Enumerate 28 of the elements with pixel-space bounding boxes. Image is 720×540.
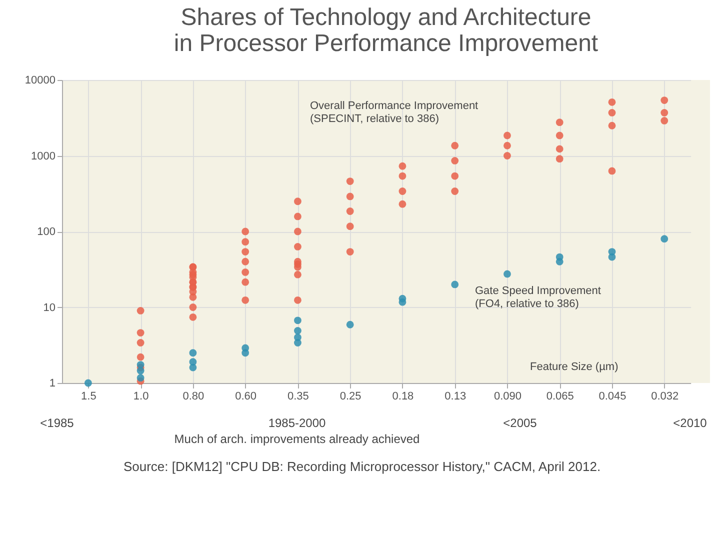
x-tick-label: 0.25 — [340, 390, 362, 402]
x-tick-label: 0.35 — [288, 390, 309, 402]
x-tick-label: 0.18 — [392, 390, 414, 402]
y-tick-label: 1000 — [31, 150, 56, 162]
text: <2010 — [673, 416, 708, 430]
text: <2005 — [503, 416, 538, 430]
x-axis-title: Feature Size (µm) — [530, 361, 618, 373]
text: 1985-2000 — [268, 416, 326, 430]
y-tick-label: 100 — [37, 226, 56, 238]
y-tick-label: 10 — [43, 302, 56, 314]
series-label: Gate Speed Improvement (FO4, relative to 386) — [475, 285, 601, 310]
text: Shares of Technology and Architecture — [180, 4, 592, 31]
text: Much of arch. improvements already achieved — [174, 432, 420, 446]
x-tick-label: 0.065 — [546, 390, 574, 402]
x-tick-label: 0.80 — [182, 390, 204, 402]
text: <1985 — [40, 416, 74, 430]
x-tick-label: 1.0 — [133, 390, 149, 402]
text: in Processor Performance Improvement — [174, 30, 598, 57]
source-note: Source: [DKM12] "CPU DB: Recording Microprocessor History," CACM, April 2012. — [123, 459, 601, 474]
x-tick-label: 0.090 — [494, 390, 522, 402]
y-tick-label: 10000 — [24, 74, 56, 86]
x-tick-label: 0.045 — [598, 390, 626, 402]
x-tick-label: 0.60 — [235, 390, 257, 402]
text: Overall Performance Improvement (SPECINT, relative to 386) — [310, 100, 478, 125]
x-tick-label: 1.5 — [81, 390, 96, 402]
x-tick-label: 0.13 — [444, 390, 466, 402]
x-tick-label: 0.032 — [651, 390, 679, 402]
y-tick-label: 1 — [49, 378, 56, 390]
